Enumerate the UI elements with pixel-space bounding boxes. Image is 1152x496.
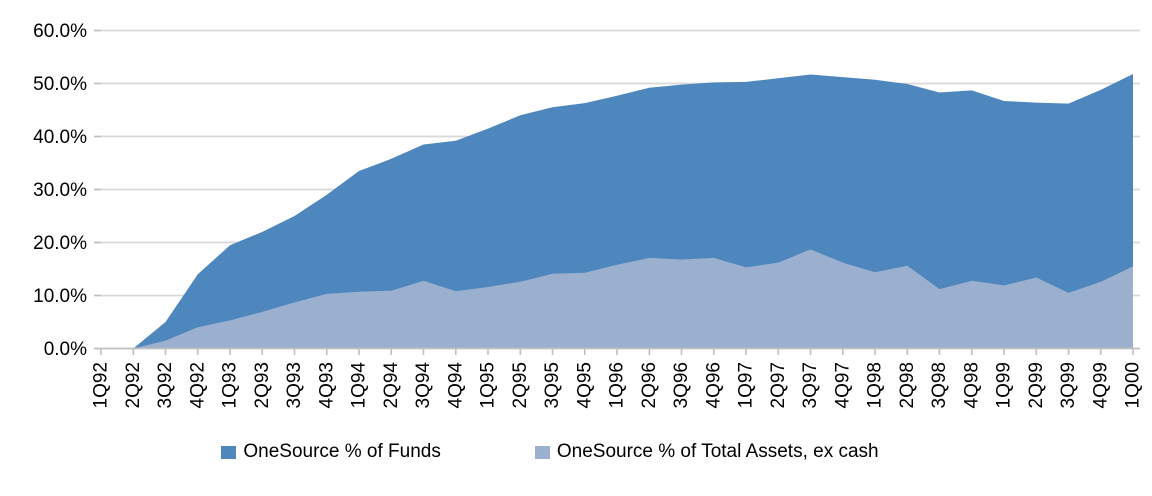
svg-text:4Q96: 4Q96 [703,362,724,408]
svg-text:3Q99: 3Q99 [1058,362,1079,408]
svg-text:4Q95: 4Q95 [574,362,595,408]
svg-text:10.0%: 10.0% [33,286,87,307]
svg-text:2Q92: 2Q92 [123,362,144,408]
svg-text:3Q95: 3Q95 [542,362,563,408]
svg-text:1Q94: 1Q94 [349,362,370,409]
svg-text:4Q97: 4Q97 [832,362,853,408]
svg-text:1Q95: 1Q95 [478,362,499,408]
svg-text:60.0%: 60.0% [33,21,87,42]
svg-text:2Q95: 2Q95 [510,362,531,408]
svg-text:40.0%: 40.0% [33,127,87,148]
legend-item-assets: OneSource % of Total Assets, ex cash [534,441,879,463]
svg-text:50.0%: 50.0% [33,74,87,95]
svg-text:30.0%: 30.0% [33,180,87,201]
svg-text:4Q92: 4Q92 [187,362,208,408]
svg-text:1Q92: 1Q92 [91,362,112,408]
legend-swatch-assets-icon [534,445,550,459]
svg-text:2Q93: 2Q93 [252,362,273,408]
svg-text:3Q93: 3Q93 [284,362,305,408]
svg-text:2Q96: 2Q96 [639,362,660,408]
plot-area-svg: 0.0% 10.0% 20.0% 30.0% 40.0% 50.0% 60.0% 1Q92 2Q… [33,21,1144,409]
svg-text:4Q93: 4Q93 [316,362,337,408]
svg-text:4Q99: 4Q99 [1090,362,1111,408]
svg-text:2Q94: 2Q94 [381,362,402,409]
svg-text:1Q96: 1Q96 [607,362,628,408]
svg-text:3Q92: 3Q92 [155,362,176,408]
svg-text:20.0%: 20.0% [33,233,87,254]
legend-item-funds: OneSource % of Funds [221,441,441,463]
legend-label-assets: OneSource % of Total Assets, ex cash [556,441,879,462]
svg-text:3Q94: 3Q94 [413,362,434,409]
legend-label-funds: OneSource % of Funds [243,441,441,462]
svg-text:1Q00: 1Q00 [1123,362,1144,408]
svg-text:1Q93: 1Q93 [220,362,241,408]
svg-text:4Q94: 4Q94 [445,362,466,409]
svg-text:3Q96: 3Q96 [671,362,692,408]
svg-text:1Q99: 1Q99 [994,362,1015,408]
svg-text:3Q98: 3Q98 [929,362,950,408]
chart-legend: OneSource % of Funds OneSource % of Tota… [0,441,1126,463]
svg-text:3Q97: 3Q97 [800,362,821,408]
svg-text:2Q99: 2Q99 [1026,362,1047,408]
svg-text:1Q98: 1Q98 [865,362,886,408]
svg-text:2Q97: 2Q97 [768,362,789,408]
svg-text:1Q97: 1Q97 [736,362,757,408]
legend-swatch-funds-icon [221,445,237,459]
svg-text:4Q98: 4Q98 [961,362,982,408]
svg-text:2Q98: 2Q98 [897,362,918,408]
svg-text:0.0%: 0.0% [44,339,87,360]
